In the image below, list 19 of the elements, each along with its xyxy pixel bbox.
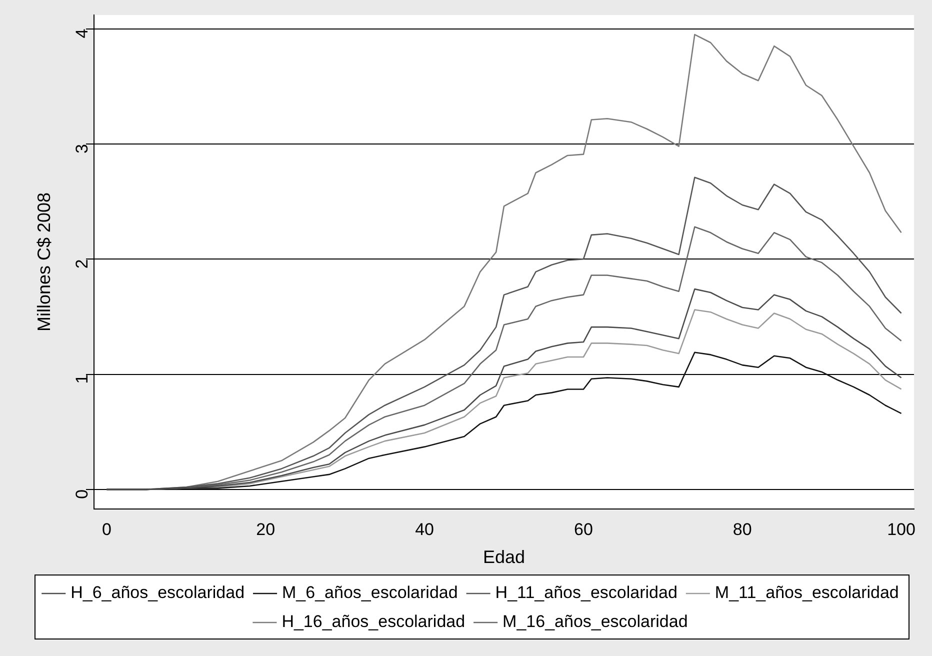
x-axis-title: Edad: [482, 547, 526, 568]
legend-label: H_16_años_escolaridad: [282, 612, 466, 632]
x-tick-label: 20: [256, 520, 276, 539]
x-tick-label: 0: [102, 520, 112, 539]
legend-label: M_16_años_escolaridad: [502, 612, 688, 632]
y-axis-title: Millones C$ 2008: [34, 192, 54, 332]
legend-label: H_11_años_escolaridad: [495, 583, 678, 602]
y-tick-label: 0: [72, 489, 92, 499]
y-tick-label: 3: [72, 144, 92, 154]
y-tick-label: 2: [72, 259, 92, 269]
x-tick-label: 60: [574, 520, 593, 539]
legend-label: M_6_años_escolaridad: [282, 583, 458, 602]
x-tick-label: 40: [415, 520, 434, 539]
legend-label: M_11_años_escolaridad: [714, 583, 899, 602]
y-tick-label: 4: [72, 28, 92, 38]
legend-label: H_6_años_escolaridad: [70, 583, 245, 602]
x-tick-label: 100: [887, 520, 916, 539]
x-tick-label: 80: [732, 520, 752, 539]
y-tick-label: 1: [72, 374, 92, 384]
